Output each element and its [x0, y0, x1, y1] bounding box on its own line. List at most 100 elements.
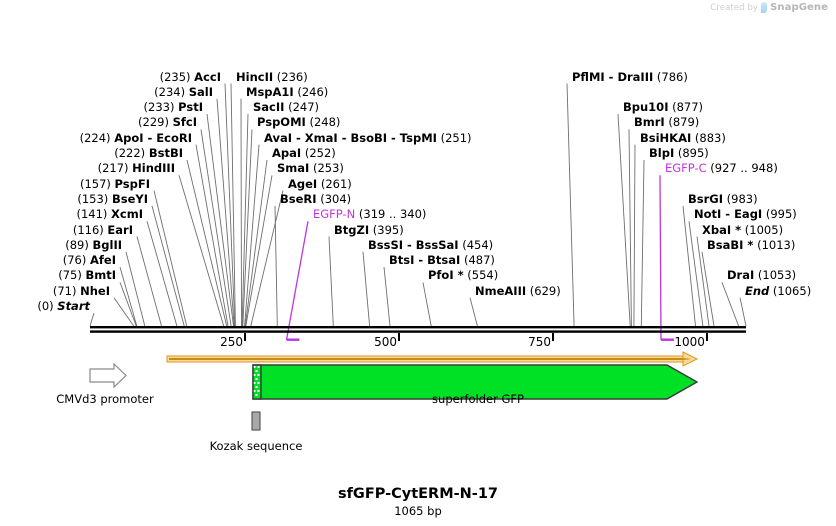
site-leader-line — [186, 159, 228, 327]
enzyme-site-label[interactable]: (75) BmtI — [58, 269, 116, 282]
site-position: (1053) — [754, 268, 797, 283]
site-name: ApoI - EcoRI — [114, 130, 192, 145]
enzyme-site-label[interactable]: PspOMI (248) — [257, 116, 340, 129]
site-leader-line — [125, 251, 146, 327]
site-name: ApaI — [272, 146, 302, 160]
site-position: (786) — [653, 69, 688, 84]
site-position: (995) — [762, 207, 797, 222]
site-position: (157) — [79, 176, 115, 191]
enzyme-site-label[interactable]: SmaI (253) — [277, 162, 344, 175]
enzyme-site-label[interactable]: BtgZI (395) — [334, 223, 404, 237]
enzyme-site-label[interactable]: BsiHKAI (883) — [640, 130, 726, 145]
site-leader-line — [113, 297, 135, 327]
enzyme-site-label[interactable]: (217) HindIII — [98, 162, 175, 175]
site-position: (0) — [37, 299, 58, 313]
enzyme-site-label[interactable]: BmrI (879) — [634, 116, 699, 129]
enzyme-site-label[interactable]: (222) BstBI — [114, 147, 183, 160]
enzyme-site-label[interactable]: (234) SalI — [154, 84, 213, 99]
sequence-marker-label[interactable]: (0) Start — [37, 300, 90, 313]
site-leader-line — [224, 83, 236, 327]
enzyme-site-label[interactable]: DraI (1053) — [727, 269, 796, 282]
enzyme-site-label[interactable]: PflMI - DraIII (786) — [572, 69, 688, 84]
enzyme-site-label[interactable]: (229) SfcI — [138, 116, 197, 129]
site-leader-line — [89, 312, 95, 327]
enzyme-site-label[interactable]: Bpu10I (877) — [623, 101, 703, 114]
feature-caption[interactable]: Kozak sequence — [209, 439, 303, 453]
enzyme-site-label[interactable]: MspA1I (246) — [246, 85, 328, 99]
ruler-label: 1000 — [674, 335, 705, 349]
snapgene-logo-icon — [761, 2, 768, 13]
site-name: PflMI - DraIII — [572, 69, 654, 84]
feature-caption[interactable]: superfolder GFP — [432, 392, 524, 406]
enzyme-site-label[interactable]: (224) ApoI - EcoRI — [79, 130, 192, 145]
site-leader-line — [244, 159, 268, 327]
enzyme-site-label[interactable]: (235) AccI — [160, 70, 221, 84]
site-name: BseRI — [280, 191, 317, 206]
site-name: Start — [57, 299, 90, 313]
site-leader-line — [206, 114, 234, 327]
site-position: (454) — [458, 237, 494, 252]
site-name: SacII — [253, 100, 285, 115]
ruler-label: 250 — [220, 335, 243, 349]
enzyme-site-label[interactable]: (71) NheI — [52, 283, 110, 298]
site-position: (554) — [463, 268, 499, 283]
enzyme-site-label[interactable]: (153) BseYI — [77, 192, 148, 206]
site-name: PspFI — [114, 176, 150, 191]
site-leader-line — [422, 282, 432, 327]
site-position: (629) — [526, 283, 561, 298]
site-name: EarI — [107, 222, 133, 237]
enzyme-site-label[interactable]: (141) XcmI — [76, 208, 143, 221]
feature-label[interactable]: EGFP-N (319 .. 340) — [313, 208, 426, 221]
watermark-brand-text: SnapGene — [770, 2, 828, 13]
enzyme-site-label[interactable]: (116) EarI — [73, 222, 133, 237]
enzyme-site-label[interactable]: BsaBI * (1013) — [707, 238, 795, 252]
enzyme-site-label[interactable]: ApaI (252) — [272, 147, 336, 160]
site-leader-line — [151, 205, 185, 327]
site-name: AvaI - XmaI - BsoBI - TspMI — [264, 130, 437, 145]
enzyme-site-label[interactable]: BlpI (895) — [649, 147, 709, 160]
enzyme-site-label[interactable]: NmeAIII (629) — [475, 283, 561, 298]
enzyme-site-label[interactable]: PfoI * (554) — [428, 269, 498, 282]
site-leader-line — [274, 205, 278, 327]
site-leader-line — [119, 282, 137, 327]
enzyme-site-label[interactable]: BssSI - BssSaI (454) — [368, 237, 494, 252]
site-position: (236) — [273, 69, 308, 84]
site-leader-line — [200, 129, 232, 327]
feature-caption[interactable]: CMVd3 promoter — [56, 392, 154, 406]
enzyme-site-label[interactable]: BseRI (304) — [280, 191, 351, 206]
site-position: (1005) — [741, 222, 784, 237]
site-leader-line — [383, 267, 391, 327]
enzyme-site-label[interactable]: (76) AfeI — [63, 254, 116, 267]
site-position: (224) — [79, 130, 115, 145]
site-position: (487) — [460, 253, 495, 268]
feature-label[interactable]: EGFP-C (927 .. 948) — [665, 162, 778, 175]
site-position: (71) — [52, 283, 81, 298]
site-name: BtsI - BtsaI — [389, 253, 461, 268]
feature-span-bar — [661, 338, 674, 341]
enzyme-site-label[interactable]: AgeI (261) — [288, 177, 352, 191]
ruler-tick — [552, 333, 554, 341]
site-name: SalI — [188, 84, 213, 99]
enzyme-site-label[interactable]: (233) PstI — [144, 101, 203, 114]
site-position: (1065) — [769, 283, 812, 298]
site-leader-line — [244, 144, 260, 327]
site-name: End — [745, 283, 770, 298]
site-leader-line — [617, 114, 631, 327]
enzyme-site-label[interactable]: HincII (236) — [236, 69, 308, 84]
site-leader-line — [195, 144, 229, 327]
enzyme-site-label[interactable]: SacII (247) — [253, 101, 319, 114]
sequence-marker-label[interactable]: End (1065) — [745, 283, 812, 298]
enzyme-site-label[interactable]: BsrGI (983) — [688, 192, 758, 206]
site-position: (217) — [97, 161, 133, 176]
enzyme-site-label[interactable]: (89) BglII — [65, 238, 122, 252]
site-leader-line — [230, 83, 236, 327]
site-position: (883) — [691, 130, 726, 145]
enzyme-site-label[interactable]: AvaI - XmaI - BsoBI - TspMI (251) — [264, 130, 472, 145]
enzyme-site-label[interactable]: NotI - EagI (995) — [694, 208, 797, 221]
enzyme-site-label[interactable]: (157) PspFI — [79, 176, 150, 191]
enzyme-site-label[interactable]: BtsI - BtsaI (487) — [389, 254, 495, 267]
enzyme-site-label[interactable]: XbaI * (1005) — [702, 222, 784, 237]
site-position: (229) — [138, 115, 173, 130]
page-title: sfGFP-CytERM-N-17 — [337, 486, 498, 502]
